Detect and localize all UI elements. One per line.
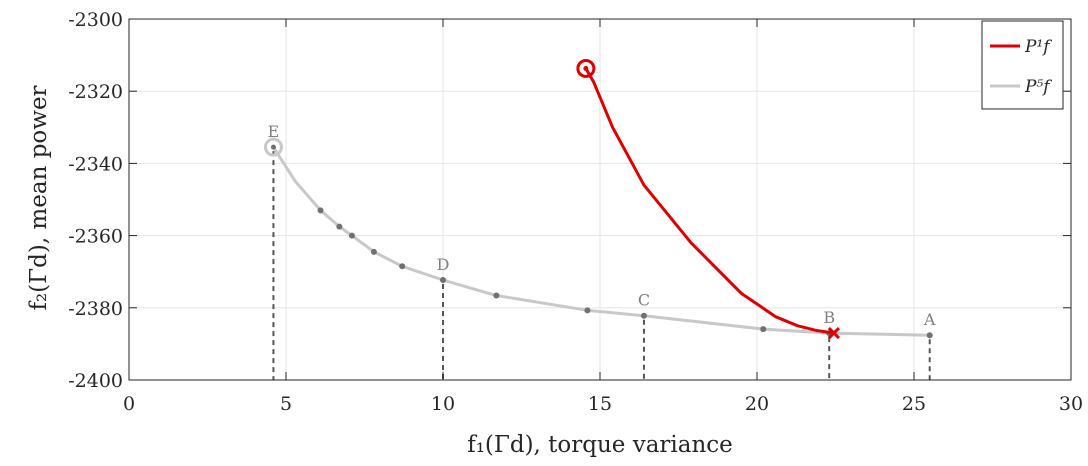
series-lines — [263, 58, 933, 340]
annotation-label-d: D — [437, 255, 450, 274]
start-marker-series-1 — [576, 58, 596, 78]
legend-box — [981, 20, 1064, 110]
axes — [128, 18, 1072, 381]
series-line-2 — [272, 146, 930, 337]
annotation-label-a: A — [923, 310, 936, 329]
data-point — [317, 207, 324, 214]
y-axis-title: f₂(Γd), mean power — [26, 85, 52, 310]
data-point — [760, 326, 767, 333]
annotation-label-c: C — [638, 291, 650, 310]
data-point — [336, 223, 343, 230]
x-tick-label: 5 — [280, 393, 292, 415]
annotation-drop-lines — [272, 151, 931, 380]
grid-lines — [128, 18, 1072, 381]
annotation-labels: A B C D E — [268, 122, 936, 329]
x-axis-title: f₁(Γd), torque variance — [467, 432, 733, 458]
data-point — [583, 65, 589, 71]
series-line-1 — [584, 67, 835, 335]
y-tick-label: -2340 — [68, 153, 123, 175]
x-tick-label: 0 — [123, 393, 135, 415]
data-point — [440, 277, 446, 284]
y-tick-label: -2320 — [68, 81, 123, 103]
annotation-label-b: B — [823, 308, 835, 327]
legend-label-series-2: P⁵f — [1024, 77, 1052, 97]
data-point — [584, 307, 591, 314]
data-point — [348, 232, 355, 239]
data-point — [493, 292, 500, 299]
legend: P¹f P⁵f — [981, 20, 1064, 110]
x-tick-label: 20 — [745, 393, 769, 415]
start-marker-series-2 — [263, 137, 283, 157]
data-point — [640, 312, 647, 319]
end-marker-series-1 — [827, 327, 840, 340]
annotation-label-e: E — [268, 122, 280, 141]
tick-labels: 0 5 10 15 20 25 30 -2400 -2380 -2360 -2340 -2320 -23… — [68, 9, 1083, 415]
legend-label-series-1: P¹f — [1024, 37, 1052, 57]
data-point — [399, 263, 406, 270]
x-tick-label: 25 — [902, 393, 926, 415]
x-tick-label: 15 — [588, 393, 612, 415]
data-point — [370, 248, 377, 255]
y-tick-label: -2300 — [68, 9, 123, 31]
y-tick-label: -2380 — [68, 298, 123, 320]
y-tick-label: -2360 — [68, 226, 123, 248]
y-tick-label: -2400 — [68, 370, 123, 392]
data-point — [926, 332, 933, 339]
data-point — [270, 144, 276, 150]
x-tick-label: 30 — [1059, 393, 1083, 415]
x-tick-label: 10 — [431, 393, 455, 415]
